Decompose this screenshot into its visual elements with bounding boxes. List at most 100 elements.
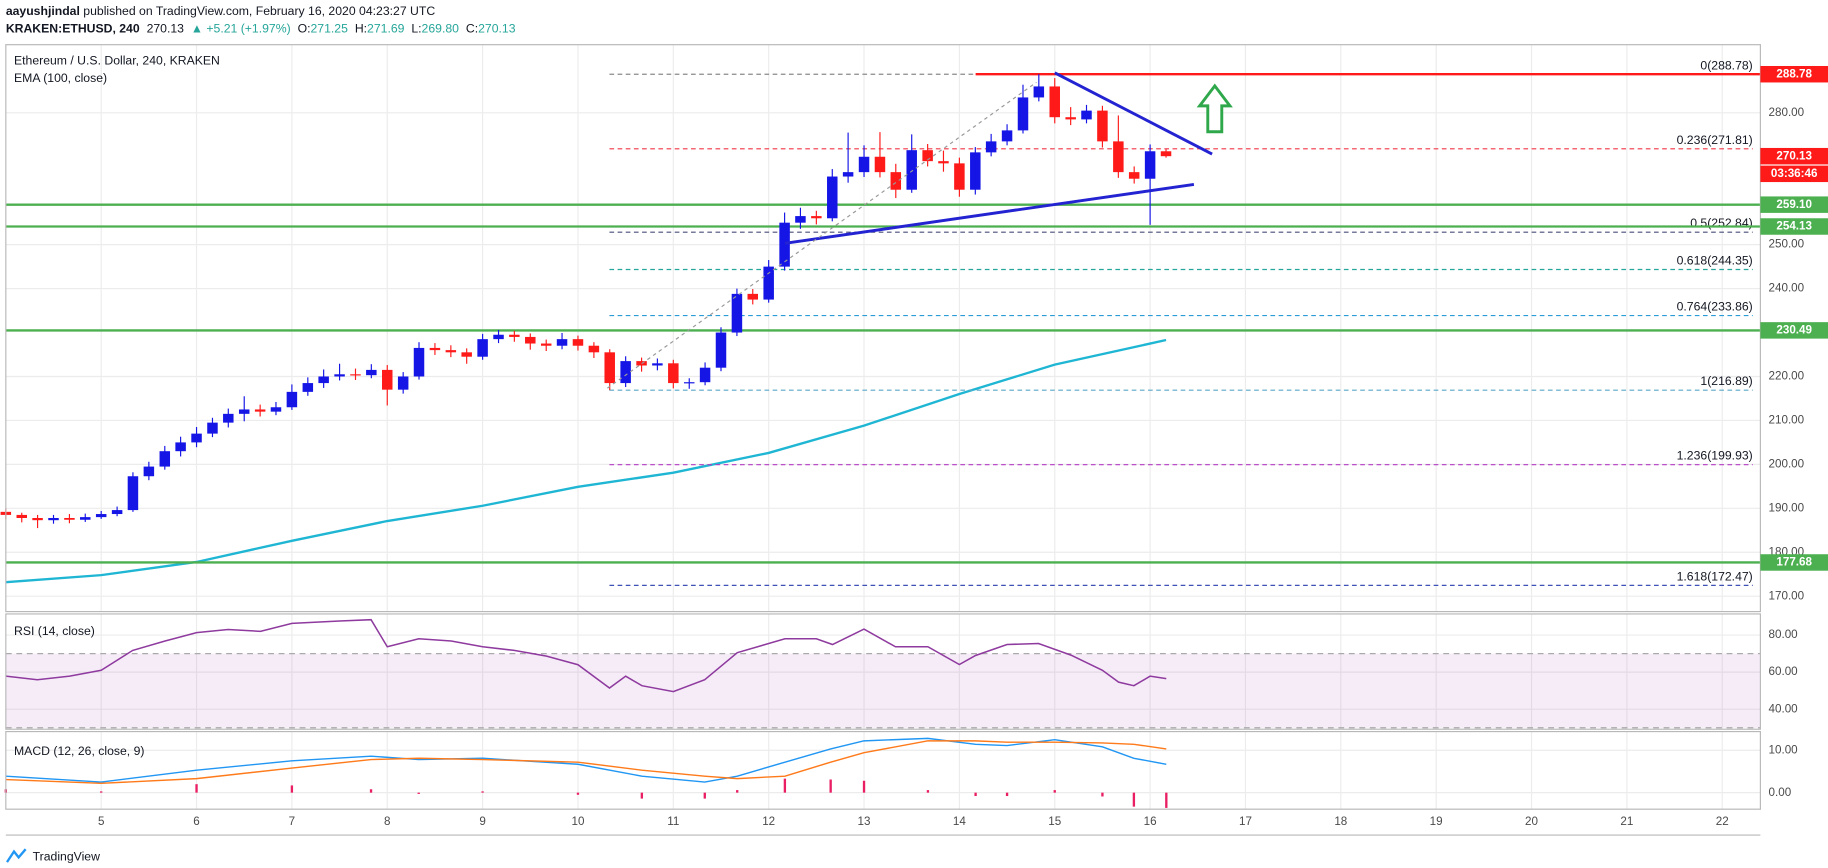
candle-body — [366, 369, 377, 376]
change: ▲ +5.21 (+1.97%) — [191, 22, 291, 36]
candle-body — [604, 352, 615, 384]
candle-body — [1113, 141, 1124, 173]
candle-body — [286, 391, 298, 408]
countdown-label: 03:36:46 — [1771, 167, 1818, 180]
candle-body — [811, 216, 822, 219]
price-box-label: 254.13 — [1776, 220, 1812, 233]
header-line-1: aayushjindal published on TradingView.co… — [6, 4, 435, 18]
histogram-bar — [974, 792, 977, 797]
ohlc-label: C: — [466, 22, 478, 36]
candle-body — [32, 517, 43, 521]
x-tick-label: 17 — [1239, 815, 1252, 828]
histogram-bar — [862, 780, 866, 793]
candle-body — [1049, 86, 1060, 118]
ema-line — [5, 338, 1167, 584]
fib-label: 0.764(233.86) — [1677, 300, 1753, 314]
histogram-bar — [640, 792, 644, 799]
histogram-bar — [829, 779, 832, 793]
ohlc-value: 270.13 — [478, 22, 516, 36]
histogram-bar — [1165, 792, 1168, 808]
candle-body — [795, 216, 806, 223]
candle-body — [350, 374, 361, 376]
logo-icon — [6, 848, 27, 863]
rsi-band — [5, 653, 1761, 728]
candle-body — [715, 332, 727, 368]
candle-body — [684, 382, 695, 384]
x-tick-label: 13 — [858, 815, 871, 828]
last-price-label: 270.13 — [1776, 149, 1812, 162]
candle-body — [429, 347, 441, 351]
ohlc-label: L: — [411, 22, 421, 36]
candle-body — [572, 339, 584, 346]
candle-body — [906, 150, 917, 190]
price-box — [1760, 196, 1828, 213]
x-tick-label: 12 — [762, 815, 775, 828]
candle-body — [922, 150, 933, 162]
candle-body — [842, 172, 854, 177]
x-tick-label: 14 — [953, 815, 966, 828]
candle-body — [334, 374, 345, 377]
price-box-label: 288.78 — [1776, 67, 1812, 80]
x-tick-label: 9 — [479, 815, 485, 828]
y-tick-label: 240.00 — [1769, 282, 1805, 295]
up-arrow — [1196, 83, 1233, 134]
macd-title: MACD (12, 26, close, 9) — [14, 744, 144, 758]
candle-body — [731, 293, 743, 333]
candle-body — [127, 476, 139, 511]
rsi-line — [5, 618, 1167, 693]
x-tick-label: 6 — [193, 815, 199, 828]
histogram-bar — [1053, 790, 1056, 793]
candle-body — [540, 343, 552, 346]
histogram-bar — [1005, 792, 1009, 797]
candle-body — [413, 347, 425, 377]
trendline — [784, 182, 1195, 245]
trendline — [1054, 71, 1213, 156]
x-tick-label: 15 — [1048, 815, 1061, 828]
candle-body — [890, 172, 902, 190]
x-tick-label: 18 — [1334, 815, 1347, 828]
price-box-label: 177.68 — [1776, 556, 1812, 569]
x-tick-label: 22 — [1716, 815, 1729, 828]
x-tick-label: 11 — [667, 815, 679, 828]
countdown-box — [1760, 165, 1828, 183]
x-tick-label: 8 — [384, 815, 390, 828]
ohlc-label: O: — [298, 22, 311, 36]
fib-label: 1(216.89) — [1700, 374, 1752, 388]
histogram-bar — [100, 791, 103, 793]
candle-body — [970, 152, 981, 190]
price-box — [1760, 554, 1828, 571]
x-tick-label: 7 — [289, 815, 295, 828]
candle-body — [143, 466, 155, 477]
histogram-bar — [369, 789, 373, 793]
candle-body — [954, 163, 965, 190]
candle-body — [699, 367, 711, 383]
fib-label: 1.618(172.47) — [1677, 569, 1753, 583]
fib-label: 1.236(199.93) — [1677, 449, 1753, 463]
fib-label: 0.5(252.84) — [1690, 216, 1753, 230]
price-box — [1760, 65, 1828, 83]
y-tick-label: 0.00 — [1769, 786, 1792, 799]
histogram-bar — [783, 778, 787, 793]
histogram-bar — [736, 790, 739, 793]
grid-layer — [5, 44, 1761, 810]
x-tick-label: 10 — [571, 815, 584, 828]
candle-body — [80, 517, 91, 520]
x-tick-label: 5 — [98, 815, 105, 828]
candle-body — [318, 376, 329, 384]
x-tick-label: 20 — [1525, 815, 1538, 828]
price: 270.13 — [147, 22, 185, 36]
y-tick-label: 210.00 — [1769, 413, 1805, 426]
candle-body — [525, 336, 536, 344]
x-tick-label: 19 — [1430, 815, 1443, 828]
ohlc-label: H: — [355, 22, 367, 36]
candle-body — [64, 517, 75, 520]
candle-body — [48, 517, 59, 521]
y-tick-label: 40.00 — [1769, 702, 1799, 715]
candle-body — [270, 407, 282, 412]
candle-body — [827, 176, 838, 219]
candle-body — [302, 383, 314, 392]
candle-body — [1017, 97, 1029, 131]
